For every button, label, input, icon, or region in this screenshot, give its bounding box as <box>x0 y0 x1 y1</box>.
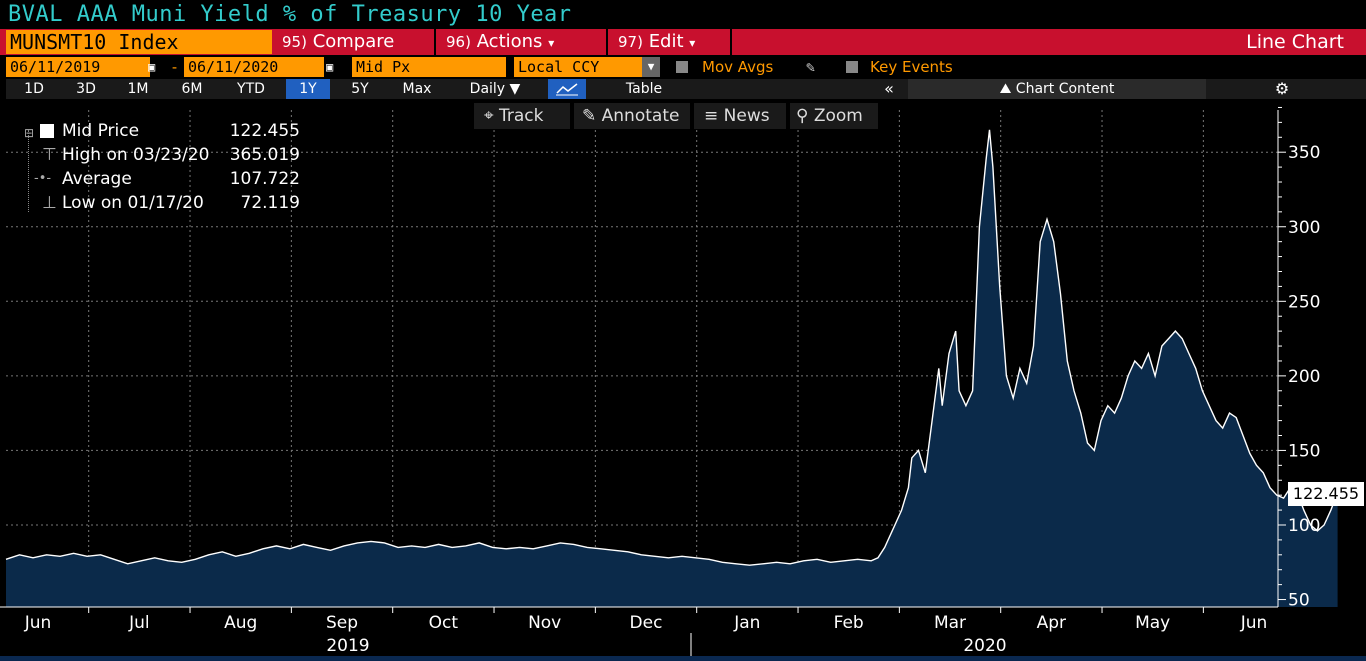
mov-avgs-checkbox[interactable] <box>676 61 688 73</box>
tab-1m[interactable]: 1M <box>127 81 149 97</box>
tab-max[interactable]: Max <box>402 81 432 97</box>
news-icon: ≡ <box>704 106 719 126</box>
x-tick-label: Sep <box>326 613 358 633</box>
tab-ytd[interactable]: YTD <box>237 81 265 97</box>
legend-avg-value: 107.722 <box>229 169 300 189</box>
chart-type-label[interactable]: Line Chart <box>1246 31 1344 53</box>
y-tick-label: 250 <box>1288 292 1320 312</box>
series-swatch <box>40 124 54 138</box>
last-price-label: 122.455 <box>1288 482 1364 506</box>
collapse-icon[interactable]: « <box>884 79 894 98</box>
status-bar <box>0 656 1366 661</box>
calendar-icon[interactable]: ▣ <box>148 60 156 74</box>
separator <box>730 29 732 55</box>
x-tick-label: Aug <box>224 613 257 633</box>
end-date-field[interactable]: 06/11/2020 <box>184 57 324 77</box>
chevron-down-icon[interactable]: ▼ <box>642 57 660 77</box>
gear-icon[interactable]: ⚙ <box>1274 79 1290 98</box>
pencil-icon: ✎ <box>582 106 597 126</box>
chart-title: BVAL AAA Muni Yield % of Treasury 10 Yea… <box>8 2 572 27</box>
legend-high-value: 365.019 <box>229 145 300 165</box>
x-tick-label: Mar <box>934 613 966 633</box>
x-tick-label: Nov <box>528 613 561 633</box>
separator <box>434 29 436 55</box>
x-tick-label: Jun <box>24 613 52 633</box>
year-label: 2019 <box>326 636 369 656</box>
tab-1y[interactable]: 1Y <box>286 79 330 99</box>
key-events-checkbox[interactable] <box>846 61 858 73</box>
x-tick-label: Oct <box>429 613 459 633</box>
area-fill <box>6 129 1338 608</box>
x-tick-label: Apr <box>1037 613 1066 633</box>
x-tick-label: May <box>1135 613 1170 633</box>
chart-content-button[interactable]: ⛰ Chart Content <box>908 79 1206 99</box>
x-tick-label: Jun <box>1240 613 1268 633</box>
news-button[interactable]: ≡ News <box>694 103 786 129</box>
chart-area[interactable]: 50 100 150 200 250 300 350 Jun Jul Aug Sep Oct Nov D… <box>0 100 1366 656</box>
x-tick-label: Jan <box>733 613 760 633</box>
legend-low-label: Low on 01/17/20 <box>62 193 204 213</box>
crosshair-icon: ⌖ <box>484 106 494 126</box>
compare-button[interactable]: 95) Compare <box>282 31 395 52</box>
legend-mid-label: Mid Price <box>62 121 140 141</box>
tab-3d[interactable]: 3D <box>76 81 96 97</box>
pencil-icon[interactable]: ✎ <box>806 58 816 76</box>
field-select[interactable]: Mid Px <box>352 57 506 77</box>
legend-avg-label: Average <box>62 169 132 189</box>
average-marker-icon: -•- <box>34 171 52 186</box>
collapse-icon[interactable]: ⊟ <box>24 126 35 140</box>
tab-6m[interactable]: 6M <box>181 81 203 97</box>
legend-mid-value: 122.455 <box>229 121 300 141</box>
price-line <box>5 129 1339 566</box>
chart-content-icon: ⛰ <box>999 81 1012 97</box>
legend-high-label: High on 03/23/20 <box>62 145 210 165</box>
year-label: 2020 <box>963 636 1006 656</box>
legend: ⊟ Mid Price 122.455 ⊤ High on 03/23/20 3… <box>18 116 308 218</box>
zoom-button[interactable]: ⚲ Zoom <box>790 103 878 129</box>
x-tick-label: Dec <box>630 613 663 633</box>
key-events-label[interactable]: Key Events <box>870 58 953 76</box>
x-axis: Jun Jul Aug Sep Oct Nov Dec Jan Feb Mar Apr May Jun 2… <box>0 606 1278 656</box>
x-tick-label: Feb <box>834 613 864 633</box>
actions-button[interactable]: 96) Actions ▾ <box>446 31 555 52</box>
y-tick-label: 200 <box>1288 367 1320 387</box>
low-marker-icon: ⊥ <box>42 193 57 213</box>
calendar-icon[interactable]: ▣ <box>326 60 334 74</box>
start-date-field[interactable]: 06/11/2019 <box>6 57 150 77</box>
table-button[interactable]: Table <box>625 81 663 97</box>
y-tick-label: 100 <box>1288 516 1320 536</box>
legend-low-value: 72.119 <box>240 193 300 213</box>
mov-avgs-label[interactable]: Mov Avgs <box>702 58 774 76</box>
y-tick-label: 350 <box>1288 143 1320 163</box>
legend-guide <box>28 130 30 212</box>
y-axis: 50 100 150 200 250 300 350 <box>1277 106 1320 611</box>
ticker-field[interactable]: MUNSMT10 Index <box>6 30 272 54</box>
separator <box>606 29 608 55</box>
tab-5y[interactable]: 5Y <box>351 81 369 97</box>
annotate-button[interactable]: ✎ Annotate <box>574 103 690 129</box>
search-icon: ⚲ <box>796 106 809 126</box>
y-tick-label: 50 <box>1288 591 1310 611</box>
series-line <box>5 129 1339 566</box>
frequency-select[interactable]: Daily ▼ <box>469 81 521 97</box>
y-tick-label: 150 <box>1288 441 1320 461</box>
y-tick-label: 300 <box>1288 218 1320 238</box>
track-button[interactable]: ⌖ Track <box>474 103 570 129</box>
x-tick-label: Jul <box>128 613 150 633</box>
date-dash: - <box>170 58 180 76</box>
tab-1d[interactable]: 1D <box>24 81 44 97</box>
high-marker-icon: ⊤ <box>42 145 57 165</box>
area-fill-shape <box>6 129 1338 608</box>
edit-button[interactable]: 97) Edit ▾ <box>618 31 696 52</box>
line-chart-icon[interactable] <box>548 79 586 99</box>
currency-select[interactable]: Local CCY <box>514 57 642 77</box>
